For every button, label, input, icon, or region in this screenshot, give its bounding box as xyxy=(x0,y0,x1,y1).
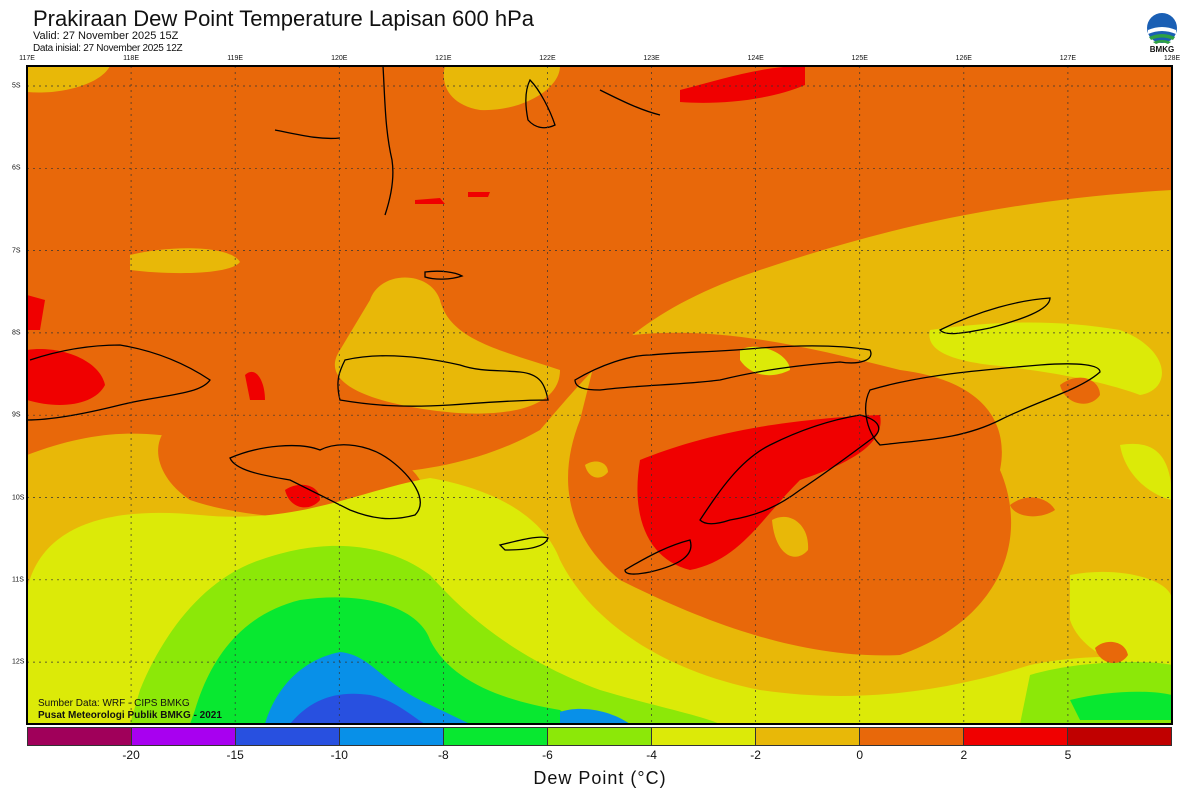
map-title: Prakiraan Dew Point Temperature Lapisan … xyxy=(33,6,535,31)
field-red-north xyxy=(415,66,805,204)
publisher-credit: Pusat Meteorologi Publik BMKG - 2021 xyxy=(38,710,222,721)
lon-label: 127E xyxy=(1059,55,1077,62)
lon-label: 117E xyxy=(19,55,35,62)
colorbar-swatch xyxy=(236,728,340,745)
field-gold-small xyxy=(585,461,809,557)
valid-time: Valid: 27 November 2025 15Z xyxy=(33,30,179,42)
bmkg-logo-icon xyxy=(1147,13,1177,44)
colorbar-swatch xyxy=(756,728,860,745)
colorbar-tick: -10 xyxy=(330,748,348,762)
logo-text: BMKG xyxy=(1149,45,1175,54)
colorbar-tick: -2 xyxy=(750,748,761,762)
colorbar-swatch xyxy=(964,728,1068,745)
graticule xyxy=(27,66,1172,724)
colorbar-tick: -6 xyxy=(542,748,553,762)
colorbar-tick: -20 xyxy=(122,748,140,762)
colorbar-tick: 0 xyxy=(856,748,864,762)
field-gold-north xyxy=(27,66,560,274)
colorbar xyxy=(27,727,1172,746)
lat-label: 8S xyxy=(12,329,21,337)
lat-label: 10S xyxy=(12,494,25,501)
colorbar-swatch xyxy=(548,728,652,745)
colorbar-swatch xyxy=(1068,728,1171,745)
lat-label: 5S xyxy=(12,82,21,90)
lon-label: 123E xyxy=(643,55,660,62)
colorbar-tick: -4 xyxy=(646,748,657,762)
colorbar-label: Dew Point (°C) xyxy=(533,768,667,788)
field-orange-timor xyxy=(568,332,1012,656)
lon-label: 118E xyxy=(123,55,139,62)
lat-label: 6S xyxy=(12,164,21,172)
field-red-timor xyxy=(637,415,881,570)
colorbar-swatch xyxy=(652,728,756,745)
field-gold-lombok xyxy=(334,277,560,414)
lat-label: 11S xyxy=(12,576,24,584)
colorbar-swatch xyxy=(444,728,548,745)
colorbar-tick: -15 xyxy=(226,748,244,762)
coastlines xyxy=(27,66,1101,575)
field-darkblue xyxy=(290,693,425,724)
lon-label: 124E xyxy=(747,55,764,62)
colorbar-tick: 5 xyxy=(1064,748,1072,762)
lon-label: 125E xyxy=(851,55,868,62)
colorbar-swatch xyxy=(28,728,132,745)
lat-label: 7S xyxy=(12,247,21,255)
colorbar-tick: -8 xyxy=(438,748,449,762)
map-frame xyxy=(26,65,1173,725)
lon-label: 128E xyxy=(1163,55,1181,62)
lat-label: 9S xyxy=(12,411,21,419)
lon-label: 126E xyxy=(955,55,972,62)
lon-label: 120E xyxy=(331,55,348,62)
colorbar-swatch xyxy=(132,728,236,745)
field-green xyxy=(190,597,1172,724)
lon-label: 122E xyxy=(539,55,556,62)
colorbar-tick: 2 xyxy=(960,748,968,762)
colorbar-swatch xyxy=(340,728,444,745)
field-yellow-east xyxy=(740,322,1172,680)
lon-label: 121E xyxy=(435,55,452,62)
colorbar-swatch xyxy=(860,728,964,745)
lat-label: 12S xyxy=(12,658,25,666)
data-source: Sumber Data: WRF - CIPS BMKG xyxy=(38,698,190,709)
lon-label: 119E xyxy=(227,55,244,62)
initial-data-time: Data inisial: 27 November 2025 12Z xyxy=(33,43,183,54)
